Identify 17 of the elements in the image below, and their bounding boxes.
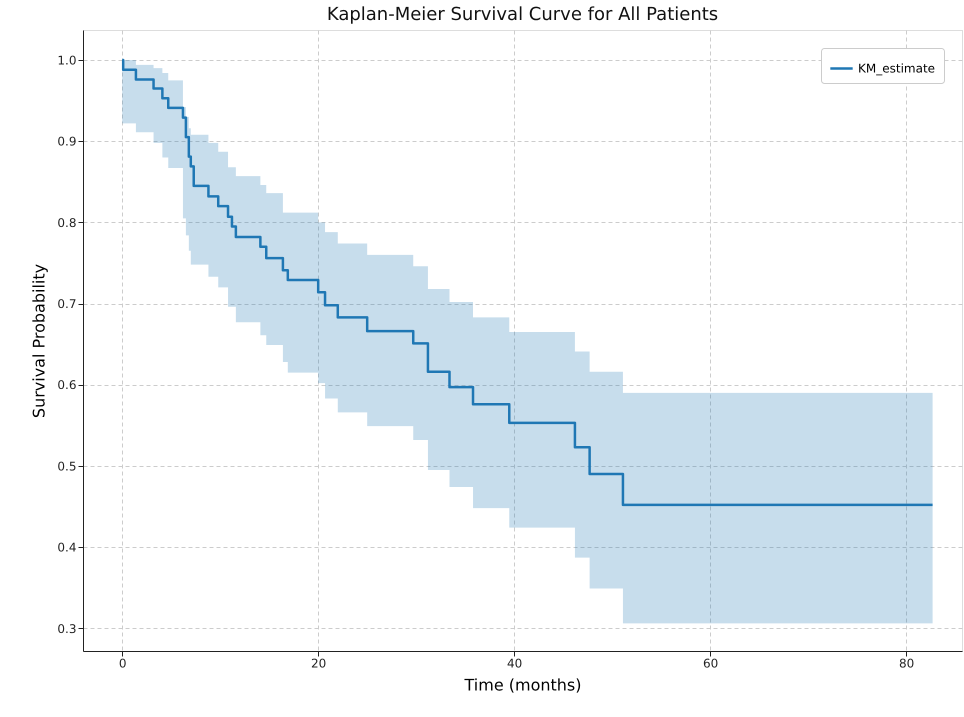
y-tick-label: 0.3: [57, 622, 76, 636]
y-tick-label: 0.8: [57, 216, 76, 230]
x-tick-label: 0: [118, 656, 127, 670]
y-tick-label: 0.4: [57, 540, 76, 555]
x-tick-label: 20: [311, 656, 326, 670]
x-tick-label: 60: [703, 656, 718, 670]
y-tick-label: 0.9: [57, 134, 76, 149]
x-tick-label: 80: [899, 656, 914, 670]
y-tick-label: 0.6: [57, 378, 76, 392]
x-tick-label: 40: [507, 656, 522, 670]
legend-label: KM_estimate: [858, 62, 936, 76]
y-tick-label: 0.5: [57, 459, 76, 474]
x-axis-title: Time (months): [464, 676, 582, 694]
y-tick-label: 0.7: [57, 297, 76, 312]
y-axis-title: Survival Probability: [29, 264, 48, 418]
y-tick-label: 1.0: [57, 54, 76, 68]
chart-title: Kaplan-Meier Survival Curve for All Patients: [326, 4, 718, 25]
